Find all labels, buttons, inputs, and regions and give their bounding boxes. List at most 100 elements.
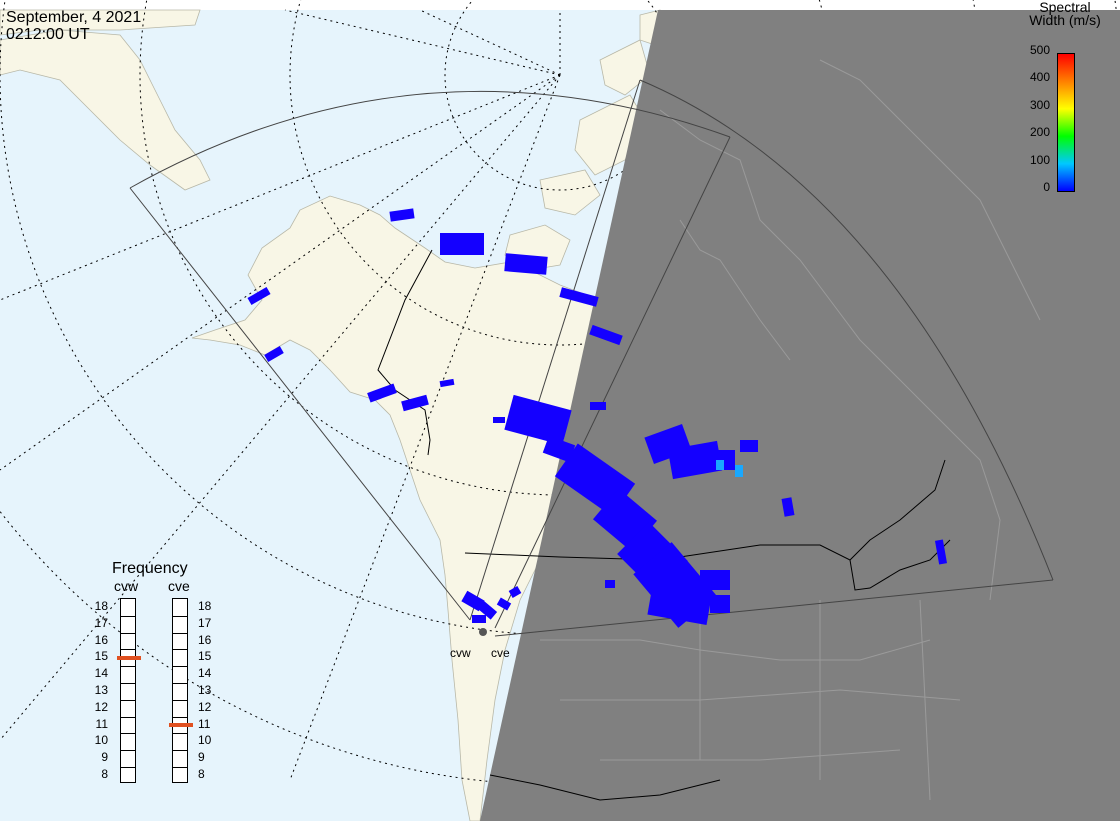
north-america-west: [191, 195, 626, 821]
colorbar-tick-label: 100: [1029, 152, 1050, 167]
echo-cell: [934, 539, 948, 565]
frequency-marker: [169, 723, 193, 727]
siberia-corner: [0, 29, 211, 191]
frequency-scale-divider: [121, 750, 135, 752]
mexico-border: [489, 774, 721, 801]
echo-cell: [389, 208, 415, 222]
north-land-strip: [0, 9, 201, 36]
frequency-scale-divider: [173, 632, 187, 634]
top-band: [0, 0, 1120, 10]
frequency-scale-divider: [173, 733, 187, 735]
echo-cell: [710, 595, 730, 613]
colorbar-title-line2: Width (m/s): [1029, 12, 1101, 28]
frequency-title: Frequency: [112, 560, 188, 577]
frequency-scale-label: 15: [94, 649, 108, 664]
frequency-scale-label: 17: [198, 615, 212, 630]
frequency-scale-label: 14: [94, 666, 108, 681]
frequency-scale-cve: [169, 598, 193, 783]
radar-site-label-cvw: cvw: [450, 646, 471, 660]
frequency-scale-label: 15: [198, 649, 212, 664]
frequency-scale-divider: [121, 699, 135, 701]
frequency-scale-divider: [121, 666, 135, 668]
colorbar-tick-label: 500: [1029, 43, 1050, 57]
echo-cell: [504, 394, 572, 446]
frequency-radar-label-cve: cve: [168, 578, 190, 594]
frequency-scale-divider: [173, 750, 187, 752]
echo-cells: [247, 208, 948, 628]
frequency-scale-label: 12: [198, 699, 212, 714]
frequency-scale-label: 16: [198, 632, 212, 647]
frequency-scale-label: 9: [198, 750, 205, 765]
frequency-scale-label: 9: [101, 750, 108, 765]
radar-fov: [129, 79, 1054, 637]
echo-cell: [590, 402, 606, 410]
echo-cell: [493, 417, 505, 423]
frequency-scale-divider: [121, 649, 135, 651]
echo-cell: [542, 435, 576, 463]
frequency-scale-divider: [121, 716, 135, 718]
frequency-scale-label: 8: [198, 767, 205, 781]
frequency-scale-divider: [121, 767, 135, 768]
frequency-scale-label: 13: [198, 683, 212, 697]
colorbar-title-line1: Spectral: [1039, 0, 1091, 15]
us-canada-border: [464, 459, 946, 561]
arctic-islands-4: [599, 39, 651, 96]
echo-cell: [508, 586, 522, 598]
frequency-scale-divider: [173, 767, 187, 768]
echo-cell-high: [735, 465, 743, 477]
frequency-scale-divider: [121, 615, 135, 617]
echo-cell: [264, 346, 284, 362]
frequency-scale-label: 8: [101, 767, 108, 781]
frequency-scale-divider: [173, 615, 187, 617]
colorbar-tick-label: 400: [1029, 70, 1050, 85]
colorbar-tick-label: 200: [1029, 125, 1050, 140]
echo-cell-high: [716, 460, 724, 470]
night-land-outlines: [540, 59, 1041, 801]
echo-cell: [472, 615, 486, 623]
echo-cell: [439, 378, 455, 388]
frequency-radar-label-cvw: cvw: [114, 578, 139, 594]
colorbar-tick-label: 0: [1043, 180, 1050, 194]
frequency-scale-label: 10: [198, 733, 212, 748]
frequency-scale-label: 10: [94, 733, 108, 748]
frequency-scale-divider: [173, 649, 187, 651]
frequency-scale-label: 16: [94, 632, 108, 647]
frequency-scale-label: 11: [95, 716, 108, 731]
echo-cell: [647, 580, 713, 625]
colorbar-tick-label: 300: [1029, 97, 1050, 112]
radar-site-marker: [479, 628, 487, 636]
echo-cell: [476, 600, 498, 620]
frequency-scale-label: 13: [94, 683, 108, 697]
frequency-scale-label: 17: [94, 615, 108, 630]
echo-cell: [781, 497, 795, 517]
frequency-scale-label: 18: [94, 599, 108, 613]
colorbar: [1057, 53, 1075, 192]
frequency-scale-divider: [173, 683, 187, 684]
arctic-islands-2: [539, 169, 601, 216]
frequency-marker: [117, 655, 141, 660]
echo-cell: [559, 287, 599, 307]
radar-site-label-cve: cve: [491, 646, 510, 660]
echo-cell: [440, 233, 484, 255]
time-label: 0212:00 UT: [6, 26, 90, 43]
echo-cell: [740, 440, 758, 452]
frequency-scale-divider: [173, 666, 187, 668]
echo-cell: [605, 580, 615, 588]
frequency-scale-divider: [121, 632, 135, 634]
northeast-border: [849, 539, 951, 591]
frequency-scale-divider: [173, 716, 187, 718]
night-terminator-shade: [480, 10, 1120, 821]
echo-cell: [247, 287, 271, 305]
echo-cell: [496, 597, 512, 611]
frequency-scale-divider: [121, 733, 135, 735]
frequency-scale-label: 12: [94, 699, 108, 714]
frequency-scale-cvw: [117, 598, 141, 783]
echo-cell: [367, 383, 397, 403]
echo-cell: [700, 570, 730, 590]
frequency-scale-divider: [121, 683, 135, 684]
frequency-scale-label: 11: [198, 716, 211, 731]
echo-cell: [401, 394, 429, 412]
frequency-scale-divider: [173, 699, 187, 701]
frequency-scale-label: 14: [198, 666, 212, 681]
